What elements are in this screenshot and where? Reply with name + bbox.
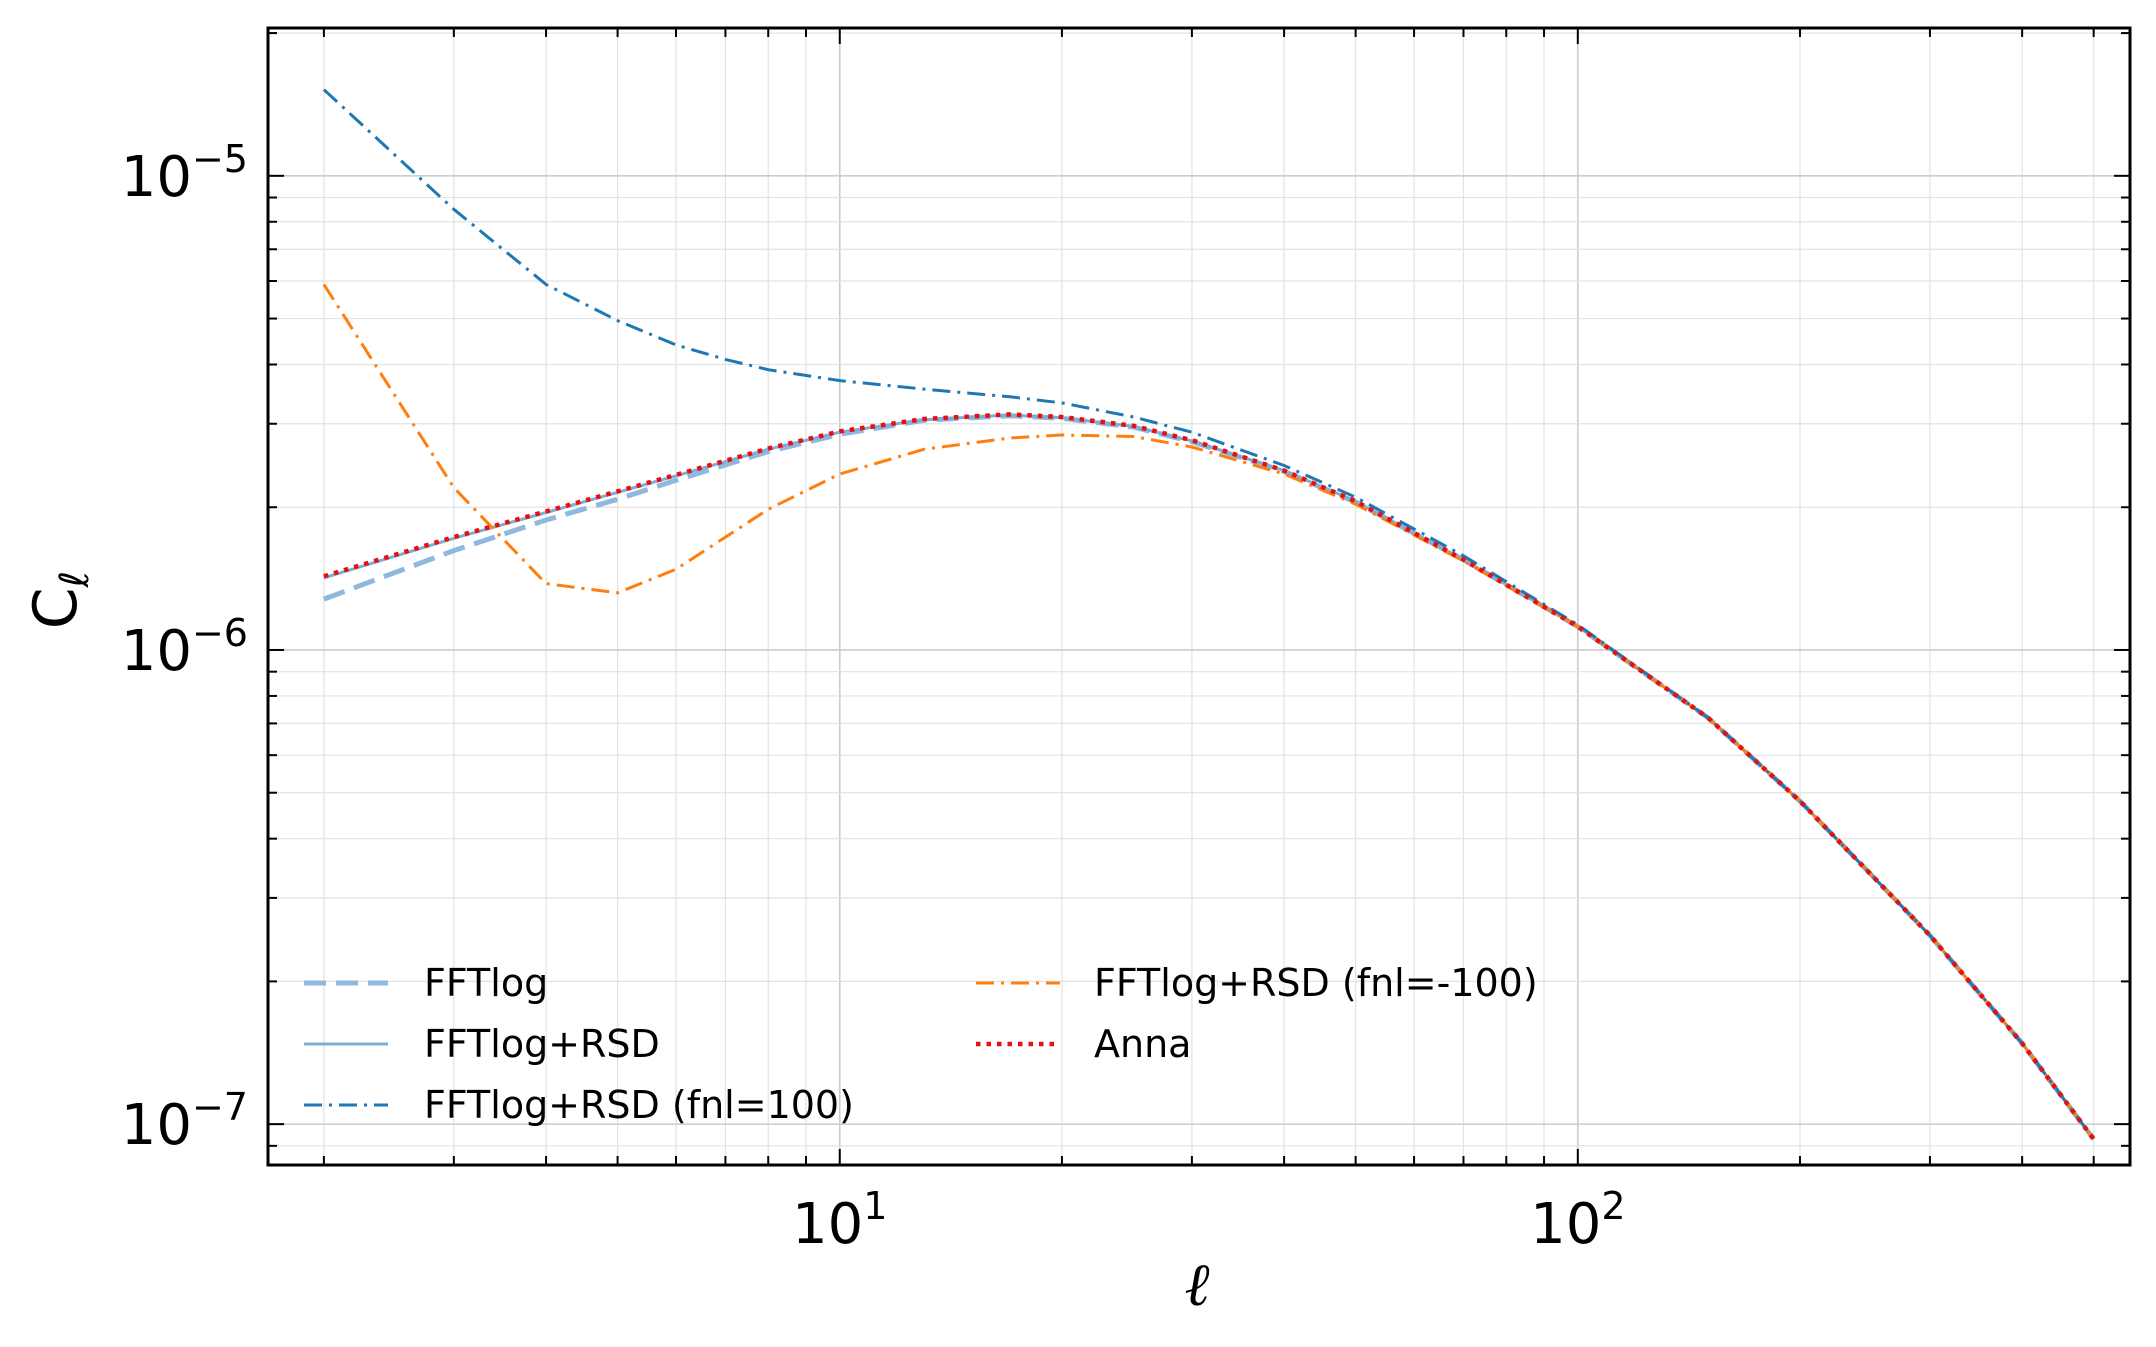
y-tick-label: 10−5 [121,137,248,210]
grid-lines [268,28,2130,1165]
series-layer [322,88,2096,1141]
axes-frame [266,26,2132,1167]
y-axis-label-sub: ℓ [52,571,98,589]
legend-label: FFTlog+RSD (fnl=-100) [1094,961,1538,1005]
axis-ticks [268,28,2130,1165]
series-line-4 [323,412,2096,1141]
svg-text:Cℓ: Cℓ [21,571,98,629]
x-tick-label: 101 [792,1184,887,1257]
legend-label: FFTlog+RSD (fnl=100) [424,1083,854,1127]
tick-labels: 101 102 10−5 10−6 10−7 [121,137,1626,1257]
y-tick-label: 10−6 [121,611,248,684]
x-tick-label: 102 [1530,1184,1625,1257]
y-axis-label: Cℓ [21,571,98,629]
legend-label: Anna [1094,1022,1191,1066]
legend: FFTlog FFTlog+RSD FFTlog+RSD (fnl=100) FFTl… [304,961,1538,1127]
legend-label: FFTlog [424,961,548,1005]
y-tick-label: 10−7 [121,1085,248,1158]
x-axis-label: ℓ [1185,1250,1210,1320]
series-line-3 [322,283,2095,1140]
y-axis-label-base: C [21,587,91,629]
series-line-2 [322,88,2095,1140]
legend-label: FFTlog+RSD [424,1022,660,1066]
